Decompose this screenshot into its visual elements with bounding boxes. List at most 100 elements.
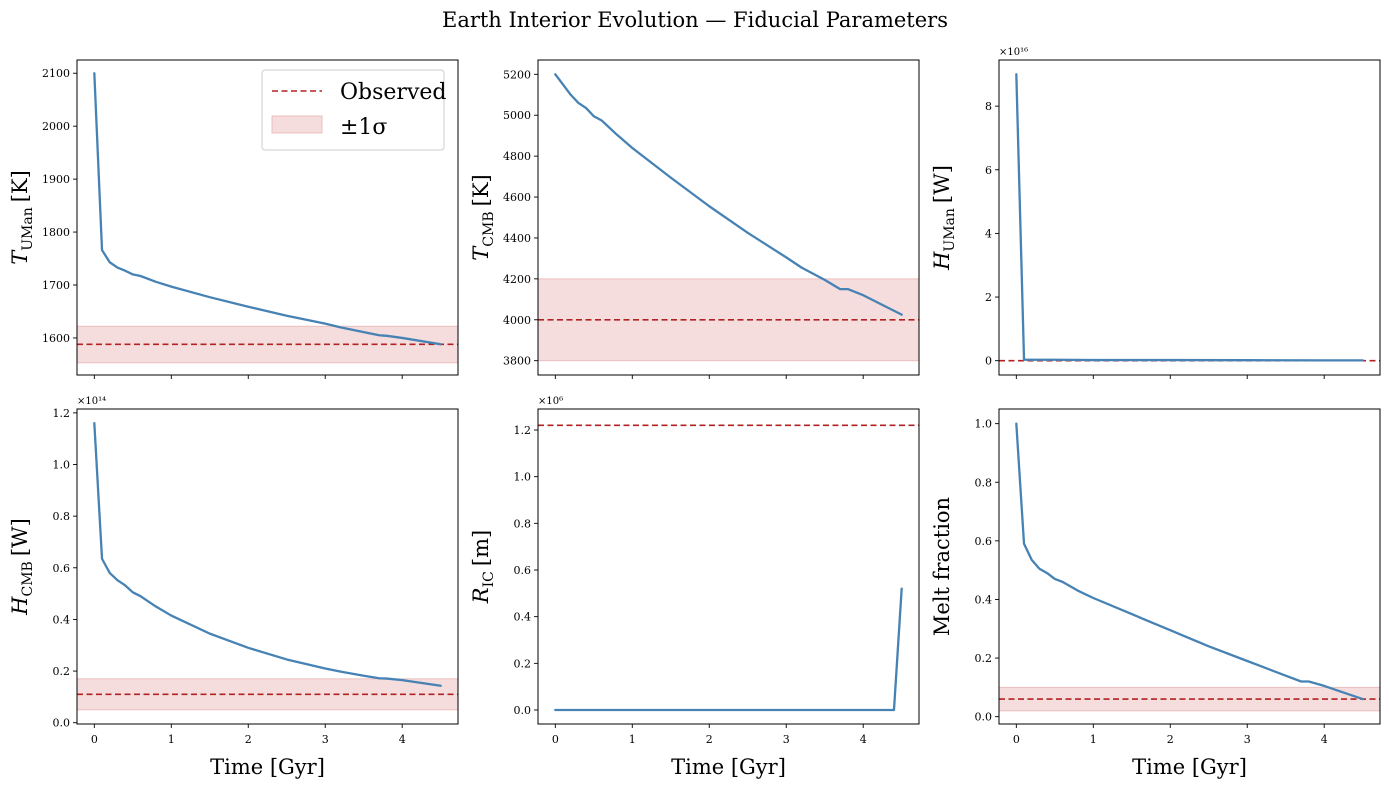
plot-area xyxy=(538,424,919,712)
x-tick-label: 3 xyxy=(783,733,790,746)
data-series-line xyxy=(93,422,442,687)
x-tick-label: 2 xyxy=(1167,733,1174,746)
subplot-3: 0 2 4 6 8 ×10¹⁶ HUMan [W] xyxy=(930,47,1381,379)
axis-offset-label: ×10⁶ xyxy=(538,396,563,407)
x-tick-label: 1 xyxy=(168,733,175,746)
y-tick-label: 0.6 xyxy=(975,535,993,548)
y-tick-label: 1600 xyxy=(42,332,70,345)
y-tick-label: 4400 xyxy=(503,232,531,245)
y-tick-label: 4800 xyxy=(503,150,531,163)
y-axis-label: HUMan [W] xyxy=(930,165,958,271)
x-tick-label: 2 xyxy=(245,733,252,746)
x-tick-label: 1 xyxy=(629,733,636,746)
subplot-6: 0 1 2 3 4 0.0 0.2 0.4 0.6 0.8 1.0 Melt fraction Time… xyxy=(930,408,1381,779)
y-axis-label-subscript: UMan xyxy=(942,208,958,252)
y-tick-label: 1.0 xyxy=(53,459,71,472)
y-axis-label-unit: [K] xyxy=(469,174,493,206)
y-tick-label: 1800 xyxy=(42,226,70,239)
y-tick-label: 4000 xyxy=(503,314,531,327)
y-tick-label: 0.4 xyxy=(53,613,71,626)
y-axis-label: TUMan [K] xyxy=(8,170,36,265)
y-tick-label: 1900 xyxy=(42,173,70,186)
y-tick-label: 1.0 xyxy=(975,418,993,431)
y-tick-label: 1700 xyxy=(42,279,70,292)
figure-title: Earth Interior Evolution — Fiducial Para… xyxy=(442,8,948,32)
y-axis-label-unit: [W] xyxy=(8,518,32,556)
y-tick-label: 3800 xyxy=(503,355,531,368)
plot-area xyxy=(538,73,919,362)
x-tick-label: 4 xyxy=(860,733,867,746)
y-axis-label-unit: [K] xyxy=(8,170,32,202)
y-tick-label: 8 xyxy=(985,100,992,113)
y-tick-label: 0.8 xyxy=(53,510,71,523)
y-tick-label: 6 xyxy=(985,164,992,177)
plot-area xyxy=(77,422,458,711)
y-axis-label-subscript: UMan xyxy=(20,207,36,251)
y-axis-label-symbol: R xyxy=(469,587,493,604)
y-tick-label: 0.4 xyxy=(975,593,993,606)
subplot-grid: 160017001800190020002100TUMan[K]Observed… xyxy=(8,47,1381,779)
plot-area xyxy=(999,422,1380,712)
x-tick-label: 2 xyxy=(706,733,713,746)
axes-frame xyxy=(998,59,1381,376)
data-series-line xyxy=(1015,73,1364,362)
y-axis-label-subscript: IC xyxy=(481,571,497,587)
y-axis-label: RIC [m] xyxy=(469,530,497,604)
y-tick-label: 0.6 xyxy=(514,564,532,577)
y-tick-label: 2000 xyxy=(42,120,70,133)
subplot-2: 3800 4000 4200 4400 4600 4800 5000 5200 TCMB [K] xyxy=(469,59,920,379)
plot-area xyxy=(77,72,458,364)
y-tick-label: 1.2 xyxy=(53,407,71,420)
axis-offset-label: ×10¹⁴ xyxy=(77,396,106,407)
x-tick-label: 3 xyxy=(1244,733,1251,746)
y-tick-label: 5000 xyxy=(503,109,531,122)
y-axis-label-symbol: T xyxy=(469,245,493,261)
y-tick-label: 5200 xyxy=(503,68,531,81)
y-tick-label: 0.2 xyxy=(53,665,71,678)
x-tick-label: 4 xyxy=(1321,733,1328,746)
y-axis-label-symbol: T xyxy=(8,249,32,265)
y-axis-label-text: Melt fraction xyxy=(930,497,954,636)
legend-sigma-swatch xyxy=(271,115,323,134)
subplot-4: 0 1 2 3 4 0.0 0.2 0.4 0.6 0.8 1.0 1.2 ×10¹⁴ HCMB [W] Ti… xyxy=(8,396,459,779)
y-tick-label: 0.8 xyxy=(514,517,532,530)
y-tick-label: 0.0 xyxy=(53,717,71,730)
y-axis-label: HCMB [W] xyxy=(8,518,36,616)
y-tick-label: 0.0 xyxy=(975,711,993,724)
x-tick-label: 3 xyxy=(322,733,329,746)
y-tick-label: 0.0 xyxy=(514,704,532,717)
y-axis-label: TCMB [K] xyxy=(469,174,497,260)
axes-frame xyxy=(537,59,920,376)
y-axis-label-symbol: H xyxy=(8,596,32,616)
y-axis-label-unit: [W] xyxy=(930,165,954,203)
x-axis-label: Time [Gyr] xyxy=(671,755,786,779)
axes-frame xyxy=(76,59,459,376)
y-tick-label: 4600 xyxy=(503,191,531,204)
legend-sigma-label: ±1σ xyxy=(340,115,387,140)
y-tick-label: 2100 xyxy=(42,67,70,80)
data-series-line xyxy=(1015,422,1364,701)
y-axis-label-unit: [m] xyxy=(469,530,493,566)
y-axis-label-subscript: CMB xyxy=(20,561,36,596)
legend: Observed ±1σ xyxy=(261,69,446,151)
x-tick-label: 0 xyxy=(91,733,98,746)
y-tick-label: 0.2 xyxy=(514,657,532,670)
x-tick-label: 1 xyxy=(1090,733,1097,746)
data-series-line xyxy=(554,587,903,712)
y-axis-label: Melt fraction xyxy=(930,497,954,636)
data-series-line xyxy=(93,72,442,346)
x-tick-label: 0 xyxy=(1013,733,1020,746)
y-tick-label: 4 xyxy=(985,227,992,240)
axes-frame xyxy=(537,408,920,725)
legend-box xyxy=(261,69,445,151)
y-axis-label-symbol: H xyxy=(930,251,954,271)
y-tick-label: 1.0 xyxy=(514,471,532,484)
subplot-1: 1600 1700 1800 1900 2000 2100 TUMan [K] Observed… xyxy=(8,59,459,379)
y-tick-label: 1.2 xyxy=(514,424,532,437)
x-tick-label: 4 xyxy=(399,733,406,746)
subplot-5: 0 1 2 3 4 0.0 0.2 0.4 0.6 0.8 1.0 1.2 ×10⁶ RIC [m] Time… xyxy=(469,396,920,779)
data-series-line xyxy=(554,73,903,316)
x-axis-label: Time [Gyr] xyxy=(1132,755,1247,779)
y-tick-label: 0 xyxy=(985,355,992,368)
